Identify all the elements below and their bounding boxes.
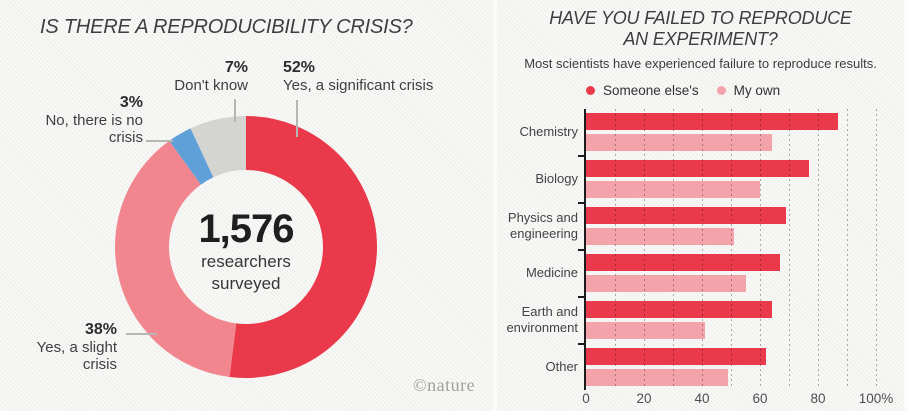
gridline-70 <box>789 109 790 389</box>
donut-slice-yes-a-slight-crisis <box>115 116 377 378</box>
callout-no-crisis-pct: 3% <box>119 94 143 111</box>
bar-someone-else-s-physics-and-engineering <box>586 207 787 224</box>
x-axis-label-60: 60 <box>752 391 768 406</box>
nature-logo: ©nature <box>413 375 476 395</box>
leader-line-significant <box>296 100 298 137</box>
callout-significant-crisis-pct: 52% <box>283 59 316 76</box>
legend-item-my-own: My own <box>716 83 781 98</box>
gridline-80 <box>818 109 819 389</box>
category-label-biology: Biology <box>535 170 578 186</box>
bar-subtitle: Most scientists have experienced failure… <box>524 56 877 71</box>
category-label-chemistry: Chemistry <box>519 123 578 139</box>
legend-item-someone-elses: Someone else's <box>586 83 699 98</box>
bar-someone-else-s-other <box>586 348 766 365</box>
x-axis-label-20: 20 <box>636 391 652 406</box>
callout-slight-crisis: 38% Yes, a slight crisis <box>37 321 117 373</box>
axis-tick-4 <box>578 296 584 298</box>
x-axis-label-0: 0 <box>582 391 590 406</box>
donut-svg <box>115 116 377 378</box>
surveyed-count: 1,576 <box>198 207 294 251</box>
bar-title-line2: AN EXPERIMENT? <box>623 29 778 49</box>
legend-dot-my-own-icon <box>716 86 726 95</box>
category-label-other: Other <box>545 358 578 374</box>
callout-significant-crisis: 52% Yes, a significant crisis <box>283 59 433 94</box>
gridline-20 <box>644 109 645 389</box>
gridline-30 <box>673 109 674 389</box>
callout-slight-crisis-pct: 38% <box>84 321 117 338</box>
bar-someone-else-s-biology <box>586 160 810 177</box>
axis-tick-2 <box>578 202 584 204</box>
callout-no-crisis-label-line1: No, there is no <box>45 112 143 129</box>
category-label-medicine: Medicine <box>525 264 578 280</box>
bar-someone-else-s-chemistry <box>586 113 839 130</box>
category-label-earth-and-environment: Earth and environment <box>506 303 578 335</box>
callout-slight-crisis-label-line2: crisis <box>82 356 117 373</box>
bar-my-own-medicine <box>586 275 746 292</box>
axis-tick-3 <box>578 249 584 251</box>
surveyed-label-line1: researchers <box>201 252 291 271</box>
surveyed-label-line2: surveyed <box>211 274 281 293</box>
bar-my-own-other <box>586 369 729 386</box>
y-axis <box>584 109 586 390</box>
leader-line-dont-know <box>234 99 236 122</box>
bar-someone-else-s-earth-and-environment <box>586 301 772 318</box>
legend: Someone else's My own <box>586 83 780 98</box>
donut-panel: IS THERE A REPRODUCIBILITY CRISIS? 1,576… <box>0 0 493 411</box>
legend-label-someone-elses: Someone else's <box>603 83 699 98</box>
callout-slight-crisis-label-line1: Yes, a slight <box>36 339 117 356</box>
donut-slice-don-t-know <box>115 116 377 378</box>
bar-my-own-physics-and-engineering <box>586 228 734 245</box>
gridline-90 <box>847 109 848 389</box>
callout-dont-know-pct: 7% <box>224 59 248 76</box>
leader-line-no-crisis <box>146 140 173 142</box>
callout-dont-know-label: Don't know <box>174 77 248 94</box>
donut-title: IS THERE A REPRODUCIBILITY CRISIS? <box>40 16 413 38</box>
donut-chart: 1,576 researchers surveyed <box>105 106 387 388</box>
gridline-40 <box>702 109 703 389</box>
legend-dot-someone-elses-icon <box>586 86 595 95</box>
x-axis-label-40: 40 <box>694 391 710 406</box>
bar-my-own-earth-and-environment <box>586 322 705 339</box>
axis-tick-1 <box>578 155 584 157</box>
bar-panel: HAVE YOU FAILED TO REPRODUCE AN EXPERIMEN… <box>497 0 904 411</box>
bar-title-line1: HAVE YOU FAILED TO REPRODUCE <box>549 8 852 28</box>
axis-tick-5 <box>578 343 584 345</box>
callout-dont-know: 7% Don't know <box>174 59 248 94</box>
gridline-100 <box>876 109 877 389</box>
gridline-60 <box>760 109 761 389</box>
bar-plot: Chemistry Biology Physics and engineering Me… <box>497 0 904 411</box>
bar-title: HAVE YOU FAILED TO REPRODUCE AN EXPERIMEN… <box>497 8 904 50</box>
gridline-10 <box>615 109 616 389</box>
category-label-physics-and-engineering: Physics and engineering <box>507 209 578 241</box>
callout-no-crisis-label-line2: crisis <box>108 129 143 146</box>
legend-label-my-own: My own <box>733 83 781 98</box>
callout-significant-crisis-label: Yes, a significant crisis <box>283 77 434 94</box>
x-axis-label-80: 80 <box>810 391 826 406</box>
leader-line-slight <box>126 333 157 335</box>
callout-no-crisis: 3% No, there is no crisis <box>45 94 143 146</box>
x-axis-label-100: 100% <box>858 391 894 406</box>
donut-center-text: 1,576 researchers surveyed <box>105 106 387 388</box>
gridline-50 <box>731 109 732 389</box>
bar-my-own-chemistry <box>586 134 772 151</box>
